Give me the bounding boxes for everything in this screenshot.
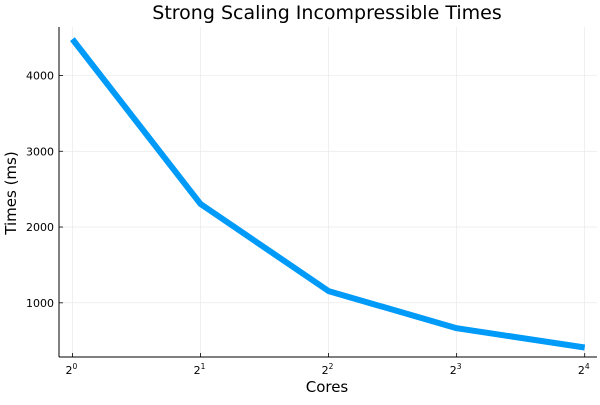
y-tick-label: 2000 <box>26 221 54 234</box>
chart-title: Strong Scaling Incompressible Times <box>152 2 501 24</box>
grid <box>59 27 597 357</box>
x-tick-label: 23 <box>450 362 462 377</box>
y-tick-label: 4000 <box>26 69 54 82</box>
y-tick-label: 3000 <box>26 145 54 158</box>
y-axis-label: Times (ms) <box>2 151 20 235</box>
x-tick-label: 21 <box>194 362 206 377</box>
x-tick-label: 20 <box>66 362 78 377</box>
tick-labels: 20 21 22 23 24 1000 2000 3000 4000 <box>26 69 590 377</box>
y-tick-label: 1000 <box>26 297 54 310</box>
x-tick-label: 24 <box>578 362 590 377</box>
x-tick-label: 22 <box>322 362 334 377</box>
axes <box>59 27 597 357</box>
x-axis-label: Cores <box>306 378 349 396</box>
